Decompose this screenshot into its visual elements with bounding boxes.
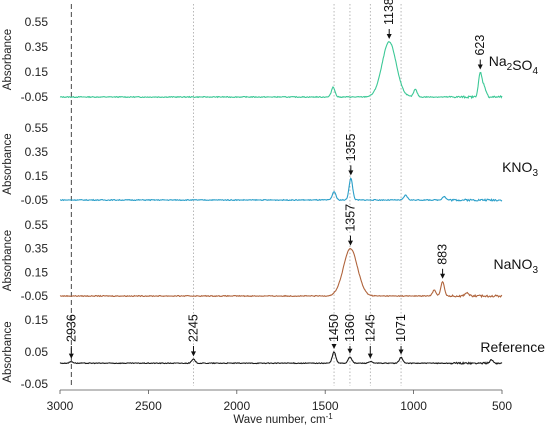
series-label-part: KNO [502, 159, 532, 175]
y-tick-label: 0.55 [25, 15, 49, 29]
x-axis-title-superscript: -1 [326, 412, 334, 421]
y-tick-label: -0.05 [21, 90, 49, 104]
peak-label: 2245 [186, 314, 200, 342]
y-tick-label: -0.05 [21, 377, 49, 391]
y-tick-label: 0.15 [25, 313, 49, 327]
x-tick-label: 1000 [400, 399, 427, 413]
series-label-part: 2 [507, 62, 513, 73]
y-tick-label: -0.05 [21, 193, 49, 207]
series-label-part: 3 [532, 265, 538, 276]
series-label: Na2SO4 [489, 53, 539, 77]
spectrum-panel: 0.55 0.35 0.15 -0.05 Absorbance NaNO3 1357 883 [2, 204, 538, 303]
spectrum-line [60, 177, 503, 203]
peak-arrow-head [398, 349, 404, 355]
y-tick-label: 0.15 [25, 265, 49, 279]
peak-label: 1138 [382, 0, 396, 25]
y-tick-label: 0.35 [25, 40, 49, 54]
spectrum-line [59, 247, 503, 299]
spectrum-line [59, 41, 503, 100]
peak-label: 1360 [343, 314, 357, 342]
peak-arrow-head [477, 64, 483, 70]
y-tick-label: 0.15 [25, 169, 49, 183]
series-label-part: SO [512, 57, 532, 73]
series-label: Reference [480, 339, 545, 355]
x-tick-label: 1500 [312, 399, 339, 413]
series-label: NaNO3 [494, 256, 539, 276]
spectrum-panel: 0.55 0.35 0.15 -0.05 Absorbance KNO3 1355 [2, 121, 538, 207]
y-tick-label: 0.55 [25, 218, 49, 232]
y-tick-label: 0.15 [25, 65, 49, 79]
peak-arrow-head [367, 353, 373, 359]
peak-arrow-head [440, 273, 446, 279]
peak-arrow-head [347, 348, 353, 354]
y-axis-title: Absorbance [2, 321, 14, 382]
x-tick-label: 2500 [135, 399, 162, 413]
spectrum-panel: 0.55 0.35 0.15 -0.05 Absorbance Na2SO4 1138 623 [2, 0, 538, 104]
peak-arrow-head [348, 170, 354, 176]
peak-label: 1450 [327, 314, 341, 342]
x-axis-title-text: Wave number, cm [233, 414, 325, 426]
peak-label: 883 [436, 244, 450, 265]
series-label-part: 4 [532, 66, 538, 77]
x-tick-label: 3000 [47, 399, 74, 413]
series-label-part: 3 [532, 168, 538, 179]
spectrum-panel: 0.15 0.05 -0.05 Absorbance Reference 2936 2245… [2, 313, 545, 391]
series-label-part: Reference [480, 339, 545, 355]
panels: 0.55 0.35 0.15 -0.05 Absorbance Na2SO4 1138 623… [2, 0, 545, 391]
spectrum-line [59, 351, 503, 366]
x-tick-label: 2000 [223, 399, 250, 413]
peak-label: 1071 [394, 314, 408, 342]
series-label: KNO3 [502, 159, 538, 179]
peak-label: 1355 [344, 134, 358, 162]
series-label-part: Na [489, 53, 507, 69]
series-label-part: NaNO [494, 256, 533, 272]
y-tick-label: 0.35 [25, 242, 49, 256]
x-axis-title: Wave number, cm-1 [233, 412, 333, 426]
peak-arrow-head [386, 34, 392, 39]
peak-arrow-head [68, 353, 74, 359]
reference-lines [70, 4, 402, 386]
peak-arrow-head [190, 351, 196, 357]
x-axis: 3000 2500 2000 1500 1000 500 Wave number, cm-1 [47, 389, 512, 426]
peak-label: 1357 [343, 204, 357, 232]
y-tick-label: 0.35 [25, 145, 49, 159]
y-tick-label: 0.55 [25, 121, 49, 135]
y-axis-title: Absorbance [2, 230, 14, 291]
peak-label: 1245 [363, 314, 377, 342]
y-tick-label: 0.05 [25, 345, 49, 359]
peak-arrow-head [347, 240, 353, 246]
peak-label: 623 [473, 35, 487, 56]
y-axis-title: Absorbance [2, 133, 14, 194]
peak-arrow-head [331, 344, 337, 349]
y-tick-label: -0.05 [21, 289, 49, 303]
peak-label: 2936 [64, 314, 78, 342]
y-axis-title: Absorbance [2, 29, 14, 90]
x-tick-label: 500 [492, 399, 512, 413]
